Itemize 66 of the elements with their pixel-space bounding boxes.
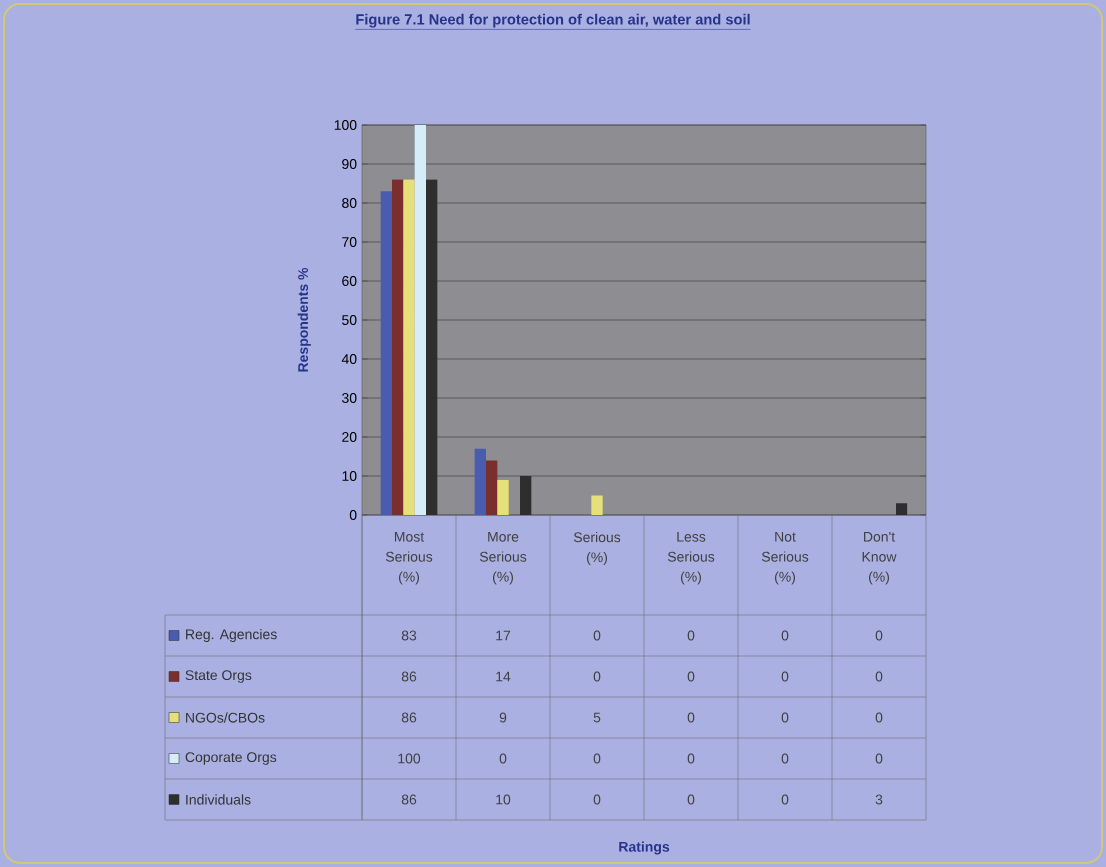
- x-tick-label: More Serious (%): [479, 531, 527, 585]
- bar: [392, 179, 404, 516]
- legend-label: Coporate Orgs: [185, 752, 277, 765]
- data-label: 83: [401, 630, 417, 641]
- bar: [486, 460, 498, 516]
- legend-label: Reg. Agencies: [186, 628, 277, 643]
- y-tick-label: 60: [342, 276, 357, 286]
- y-tick-label: 20: [342, 432, 357, 442]
- data-label: 0: [875, 630, 883, 641]
- bar: [591, 495, 603, 516]
- x-tick-label: Less Serious (%): [667, 531, 715, 585]
- chart-title: Figure 7.1 Need for protection of clean air, water and soil: [356, 13, 750, 28]
- data-label: 10: [496, 794, 511, 805]
- legend-label: State Orgs: [185, 670, 252, 683]
- y-tick-label: 30: [342, 393, 357, 403]
- bar: [896, 503, 908, 516]
- y-tick-label: 70: [342, 237, 357, 247]
- data-label: 0: [875, 671, 883, 682]
- data-label: 0: [875, 712, 883, 723]
- x-tick-label: Don't Know (%): [862, 531, 897, 585]
- data-label: 0: [781, 671, 789, 682]
- y-tick-label: 100: [334, 120, 357, 130]
- data-label: 100: [398, 753, 421, 764]
- data-label: 0: [593, 794, 601, 805]
- bar: [426, 179, 438, 516]
- data-label: 0: [687, 671, 695, 682]
- data-label: 17: [496, 630, 511, 641]
- data-label: 0: [781, 794, 789, 805]
- y-tick-label: 90: [342, 159, 357, 169]
- text: Ratings: [619, 841, 670, 855]
- data-label: 0: [687, 712, 695, 723]
- y-tick-label: 50: [342, 315, 357, 325]
- data-label: 0: [781, 753, 789, 764]
- data-label: 86: [401, 712, 417, 723]
- bar: [474, 448, 486, 516]
- data-label: 86: [401, 794, 417, 805]
- x-tick-label: Not Serious (%): [761, 531, 809, 585]
- y-tick-label: 10: [342, 471, 357, 481]
- bar: [403, 179, 415, 516]
- data-label: 0: [593, 753, 601, 764]
- data-label: 9: [499, 712, 507, 723]
- data-label: 0: [687, 794, 695, 805]
- data-label: 0: [499, 753, 507, 764]
- data-label: 0: [687, 630, 695, 641]
- legend-label: Individuals: [186, 794, 251, 805]
- bar: [414, 125, 426, 516]
- data-label: 86: [401, 671, 417, 682]
- bar: [380, 191, 392, 516]
- bar: [497, 479, 509, 516]
- data-label: 14: [496, 671, 511, 682]
- data-label: 0: [593, 671, 601, 682]
- y-tick-label: 0: [349, 510, 357, 520]
- data-label: 0: [593, 630, 601, 641]
- x-tick-label: Most Serious (%): [385, 531, 433, 585]
- data-label: 0: [875, 753, 883, 764]
- y-axis-title: Respondents %: [297, 267, 311, 372]
- y-tick-label: 40: [341, 354, 357, 364]
- data-label: 3: [875, 794, 883, 805]
- data-label: 0: [781, 630, 789, 641]
- data-label: 0: [687, 753, 695, 764]
- bar: [520, 476, 532, 516]
- y-tick-label: 80: [342, 198, 357, 208]
- x-tick-label: Serious (%): [573, 531, 621, 565]
- legend-label: NGOs/CBOs: [186, 712, 265, 723]
- data-label: 0: [781, 712, 789, 723]
- data-label: 5: [593, 712, 601, 723]
